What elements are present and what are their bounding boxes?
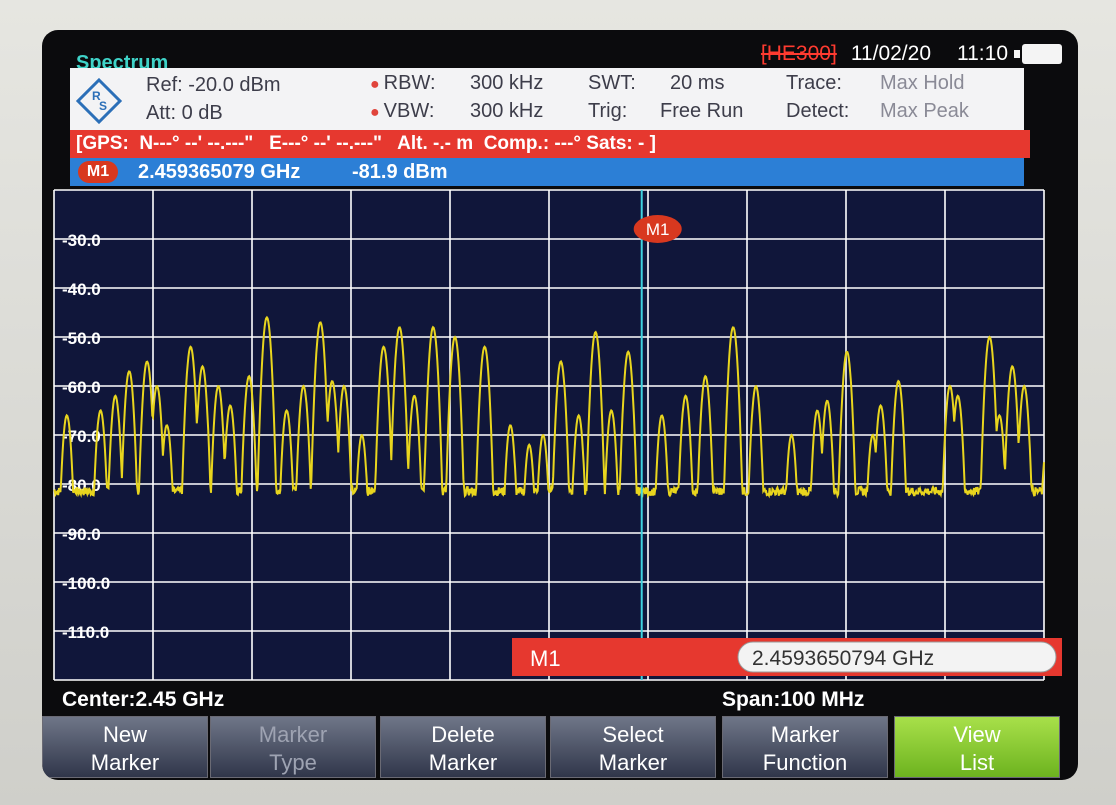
spectrum-trace [53,315,1045,499]
span-setting[interactable]: Span:100 MHz [722,688,865,711]
center-frequency[interactable]: Center:2.45 GHz [62,688,225,711]
grid [53,189,1045,681]
rbw-setting[interactable]: ● RBW: [370,72,436,95]
gps-status-bar: [GPS: N---° --' --.---" E---° --' --.---… [70,130,1030,158]
swt-value: 20 ms [670,72,725,94]
device-id: [HE300] [760,42,837,65]
vbw-setting[interactable]: ● VBW: [370,100,434,123]
softkey-line1: Marker [770,722,840,747]
rs-logo-icon: R S [76,78,122,124]
softkey-line1: View [953,722,1001,747]
date-label: 11/02/20 [850,42,931,65]
time-label: 11:10 [957,42,1008,65]
detect-label[interactable]: Detect: [786,100,850,122]
y-tick-label: -60.0 [62,378,101,397]
y-tick-label: -50.0 [62,329,101,348]
softkey-line2: List [959,750,995,775]
softkey-line2: Marker [598,750,668,775]
ref-level[interactable]: Ref: -20.0 dBm [146,74,281,96]
softkey-line1: Delete [431,722,495,747]
trig-value: Free Run [660,100,744,122]
rbw-label: RBW: [383,72,436,94]
attenuation[interactable]: Att: 0 dB [146,102,223,124]
marker-frequency-entry[interactable]: M1 2.4593650794 GHz [512,638,1062,676]
svg-text:R: R [92,89,101,103]
view-list-button[interactable]: View List [894,716,1060,778]
marker-flag-shape [633,215,682,243]
marker-level: -81.9 dBm [352,161,448,183]
new-marker-button[interactable]: New Marker [42,716,208,778]
softkey-line2: Function [762,750,848,775]
detect-value: Max Peak [880,100,969,122]
spectrum-plot[interactable]: -30.0 -40.0 -50.0 -60.0 -70.0 -80.0 -90.0 -100.… [42,186,1078,686]
softkey-line2: Type [269,750,317,775]
y-tick-label: -90.0 [62,525,101,544]
delete-marker-button[interactable]: Delete Marker [380,716,546,778]
marker-flag[interactable]: M1 [633,215,682,243]
trig-label[interactable]: Trig: [588,100,628,122]
marker-frequency-input-value: 2.4593650794 GHz [752,647,934,670]
battery-icon [1014,44,1062,64]
marker-frequency-input[interactable] [737,641,1057,673]
svg-text:S: S [99,99,107,113]
swt-label[interactable]: SWT: [588,72,636,94]
y-tick-label: -70.0 [62,427,101,446]
y-tick-label: -40.0 [62,280,101,299]
marker-type-button[interactable]: Marker Type [210,716,376,778]
softkey-bar: New Marker Marker Type Delete Marker Select… [42,716,1078,780]
trace-value: Max Hold [880,72,965,94]
select-marker-button[interactable]: Select Marker [550,716,716,778]
marker-readout-bar: M1 2.459365079 GHz -81.9 dBm [70,158,1024,186]
y-tick-label: -100.0 [62,574,110,593]
marker-frequency: 2.459365079 GHz [138,161,301,183]
y-tick-label: -110.0 [62,623,109,642]
spectrum-svg[interactable]: -30.0-40.0-50.0-60.0-70.0-80.0-90.0-100.… [42,186,1078,686]
vbw-coupling-dot: ● [370,104,380,121]
rbw-value: 300 kHz [470,72,544,94]
status-datetime: [HE300] 11/02/20 11:10 [761,42,1008,66]
softkey-line1: Marker [258,722,328,747]
analyzer-screen: Spectrum [HE300] 11/02/20 11:10 R S Ref: -… [42,30,1078,780]
softkey-line2: Marker [428,750,498,775]
softkey-line1: New [102,722,147,747]
trace-label[interactable]: Trace: [786,72,842,94]
softkey-line1: Select [602,722,664,747]
rbw-coupling-dot: ● [370,76,380,93]
y-tick-label: -30.0 [62,231,101,250]
vbw-label: VBW: [383,100,435,122]
marker-flag-label: M1 [646,220,670,239]
marker-badge[interactable]: M1 [78,161,118,183]
settings-panel: R S Ref: -20.0 dBm Att: 0 dB ● RBW: 300 k… [70,68,1024,130]
marker-function-button[interactable]: Marker Function [722,716,888,778]
marker-entry-label: M1 [530,646,561,671]
vbw-value: 300 kHz [470,100,544,122]
softkey-line2: Marker [90,750,160,775]
